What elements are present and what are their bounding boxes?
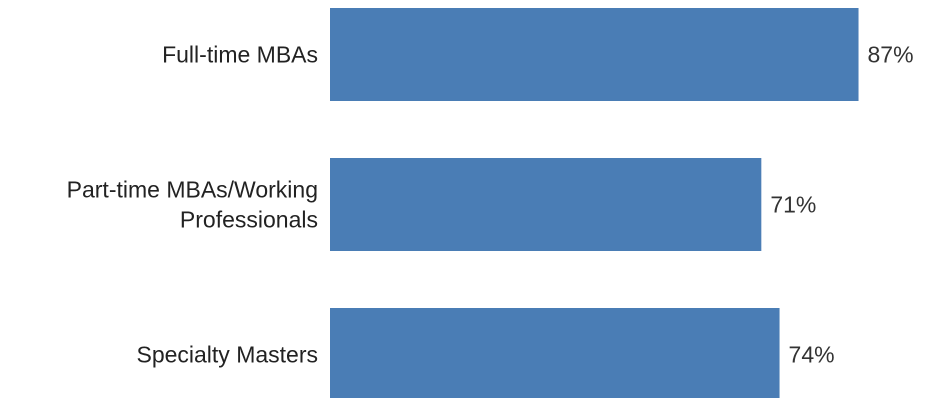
category-labels-group: Full-time MBAs Part-time MBAs/Working Prof… [67, 42, 318, 368]
category-label-line-0-0: Full-time MBAs [162, 42, 318, 68]
category-label-2: Specialty Masters [136, 342, 318, 368]
bar-0 [330, 8, 859, 101]
value-label-2: 74% [789, 342, 835, 368]
bar-1 [330, 158, 762, 251]
category-label-line-2-0: Specialty Masters [136, 342, 318, 368]
category-label-1: Part-time MBAs/Working Professionals [67, 177, 318, 233]
category-label-0: Full-time MBAs [162, 42, 318, 68]
value-labels-group: 87% 71% 74% [770, 42, 913, 368]
category-label-line-1-1: Professionals [180, 207, 318, 233]
bar-2 [330, 308, 780, 398]
category-label-line-1-0: Part-time MBAs/Working [67, 177, 318, 203]
bars-group [330, 8, 859, 398]
value-label-0: 87% [868, 42, 914, 68]
value-label-1: 71% [770, 192, 816, 218]
